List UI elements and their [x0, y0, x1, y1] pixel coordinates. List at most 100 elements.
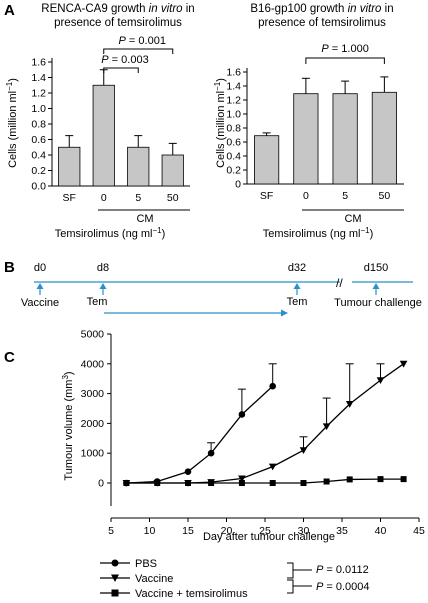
- legend-marker-circle: [111, 559, 119, 567]
- bar-5: [127, 146, 150, 187]
- legend-item-pbs: PBS: [100, 558, 157, 570]
- data-point: [300, 480, 307, 486]
- timeline-tem-duration-arrow: [104, 309, 288, 317]
- series-line-vaccine: [126, 363, 404, 484]
- bar-50: [161, 154, 184, 187]
- y-tick-label: 2000: [81, 418, 105, 430]
- data-point: [238, 475, 246, 483]
- significance-label: P = 0.003: [101, 54, 148, 66]
- timeline-event-tem-start: Tem: [87, 296, 108, 308]
- chart-a-left-ylabel: Cells (million ml−1): [5, 78, 19, 168]
- data-point: [346, 476, 353, 483]
- x-tick-label: 30: [298, 525, 310, 537]
- y-tick-label: 3000: [81, 388, 105, 400]
- stat-p-value-2: P = 0.0004: [316, 581, 370, 593]
- data-point: [154, 480, 161, 486]
- data-point: [377, 476, 384, 483]
- timeline-arrow-d0: [36, 283, 44, 295]
- y-tick-label: 1.6: [226, 67, 241, 79]
- chart-a-right: 0 0.2 0.4 0.6 0.8 1.0 1.2 1.4 1.6 SF 0 5 50 P = 1.000: [226, 43, 404, 202]
- series-line-pbs: [126, 385, 274, 484]
- x-tick-label: 0: [303, 190, 309, 202]
- data-point: [238, 411, 246, 418]
- timeline-arrow-d8: [99, 283, 107, 295]
- chart-a-left-title-line1: RENCA-CA9 growth in vitro in: [41, 3, 194, 15]
- legend-item-vaccine-temsirolimus: Vaccine + temsirolimus: [100, 588, 248, 600]
- data-point: [322, 423, 331, 431]
- data-point: [400, 476, 407, 483]
- x-tick-label: 15: [182, 525, 194, 537]
- y-tick-label: 1.2: [31, 88, 46, 100]
- bar-SF: [254, 135, 280, 185]
- y-tick-label: 0: [235, 179, 241, 191]
- y-tick-label: 0.4: [226, 151, 241, 163]
- data-point: [299, 447, 308, 455]
- data-point: [323, 478, 330, 485]
- significance-bracket: [103, 48, 174, 54]
- timeline-event-tumour-challenge: Tumour challenge: [334, 297, 422, 309]
- timeline-day-8: d8: [97, 262, 109, 274]
- y-tick-label: 0.2: [226, 165, 241, 177]
- stat-p-value-1: P = 0.0112: [316, 564, 369, 576]
- y-tick-label: 0.4: [31, 150, 46, 162]
- panel-letter-b: B: [4, 259, 15, 276]
- y-tick-label: 1.0: [31, 103, 46, 115]
- x-tick-label: 5: [108, 525, 114, 537]
- data-point: [376, 377, 385, 384]
- x-tick-label: SF: [63, 192, 76, 204]
- bar-5: [332, 93, 358, 185]
- data-point: [268, 463, 277, 471]
- legend-label-pbs: PBS: [135, 558, 157, 570]
- chart-c-xlabel: Day after tumour challenge: [203, 531, 335, 543]
- y-tick-label: 4000: [81, 358, 105, 370]
- y-tick-label: 1.2: [226, 95, 241, 107]
- chart-a-right-title-line1: B16-gp100 growth in vitro in: [250, 3, 393, 15]
- timeline-event-vaccine: Vaccine: [21, 297, 59, 309]
- data-point: [185, 480, 191, 486]
- bar-50: [371, 91, 397, 185]
- y-tick-label: 0.2: [31, 165, 46, 177]
- chart-a-right-ylabel: Cells (million ml−1): [213, 78, 227, 168]
- chart-a-right-cm-label: CM: [344, 213, 361, 225]
- y-tick-label: 0: [98, 478, 104, 490]
- y-tick-label: 0.8: [31, 119, 46, 131]
- y-tick-label: 5000: [81, 329, 105, 341]
- chart-a-left-title-line2: presence of temsirolimus: [54, 17, 182, 29]
- timeline-break-mark: //: [336, 276, 343, 290]
- x-tick-label: 5: [135, 192, 141, 204]
- x-tick-label: 35: [336, 525, 348, 537]
- y-tick-label: 1.0: [226, 109, 241, 121]
- data-point: [207, 449, 215, 457]
- y-tick-label: 1.6: [31, 57, 46, 69]
- timeline: // d0 d8 d32 d150 Vaccine Tem Tem Tumour…: [21, 262, 422, 317]
- stat-bracket-vaccine-combo: [287, 579, 294, 594]
- x-tick-label: SF: [260, 190, 273, 202]
- legend-label-vaccine: Vaccine: [135, 573, 173, 585]
- y-tick-label: 0.6: [31, 134, 46, 146]
- significance-bracket: [103, 67, 139, 73]
- significance-bracket: [305, 57, 385, 64]
- x-tick-label: 5: [342, 190, 348, 202]
- y-tick-label: 0.0: [31, 181, 46, 193]
- chart-a-left-cm-label: CM: [136, 213, 153, 225]
- panel-letter-a: A: [4, 2, 15, 19]
- timeline-day-150: d150: [364, 262, 388, 274]
- series-line-vaccine-temsirolimus: [126, 478, 404, 484]
- data-point: [238, 480, 245, 486]
- y-tick-label: 1.4: [226, 81, 241, 93]
- legend-marker-triangle: [111, 574, 119, 582]
- x-tick-label: 50: [379, 190, 391, 202]
- chart-a-right-title-line2: presence of temsirolimus: [258, 17, 386, 29]
- data-point: [345, 401, 354, 408]
- x-tick-label: 50: [167, 192, 179, 204]
- chart-c-ylabel: Tumour volume (mm3): [61, 371, 75, 480]
- timeline-event-tem-end: Tem: [287, 296, 308, 308]
- bar-0: [92, 84, 115, 187]
- y-tick-label: 0.8: [226, 123, 241, 135]
- timeline-day-32: d32: [288, 262, 306, 274]
- chart-a-left-xlabel: Temsirolimus (ng ml−1): [55, 226, 166, 240]
- bar-0: [293, 93, 319, 185]
- bar-SF: [58, 146, 81, 187]
- chart-a-left: 0.0 0.2 0.4 0.6 0.8 1.0 1.2 1.4 1.6 SF 0 5 50 P = 0.0…: [31, 35, 190, 204]
